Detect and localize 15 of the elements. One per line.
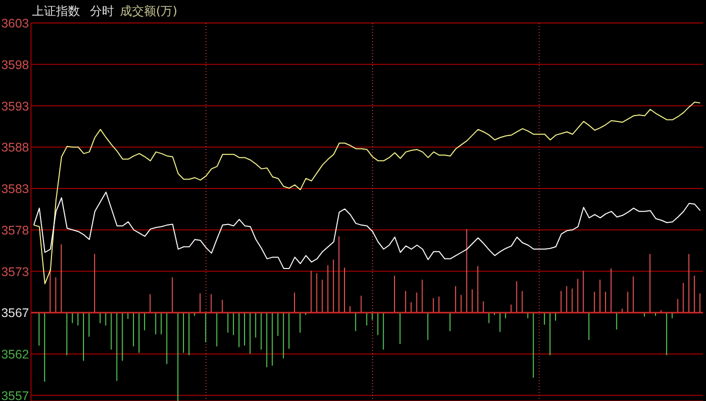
line-series <box>33 102 701 284</box>
line-series <box>33 192 701 269</box>
chart-title: 上证指数 <box>32 4 80 18</box>
y-tick-label: 3573 <box>1 264 30 279</box>
y-tick-label: 3593 <box>1 99 30 114</box>
y-tick-label: 3578 <box>1 223 30 238</box>
y-tick-label: 3598 <box>1 58 30 72</box>
y-tick-label: 3603 <box>1 16 30 30</box>
y-tick-label: 3562 <box>1 348 30 362</box>
y-tick-label: 3583 <box>1 182 30 196</box>
chart-subtitle: 分时 <box>90 4 114 18</box>
y-tick-label: 3557 <box>1 388 30 401</box>
text: 成交额(万) <box>120 4 178 18</box>
y-tick-label: 3588 <box>1 140 30 155</box>
y-tick-label: 3567 <box>1 306 30 320</box>
